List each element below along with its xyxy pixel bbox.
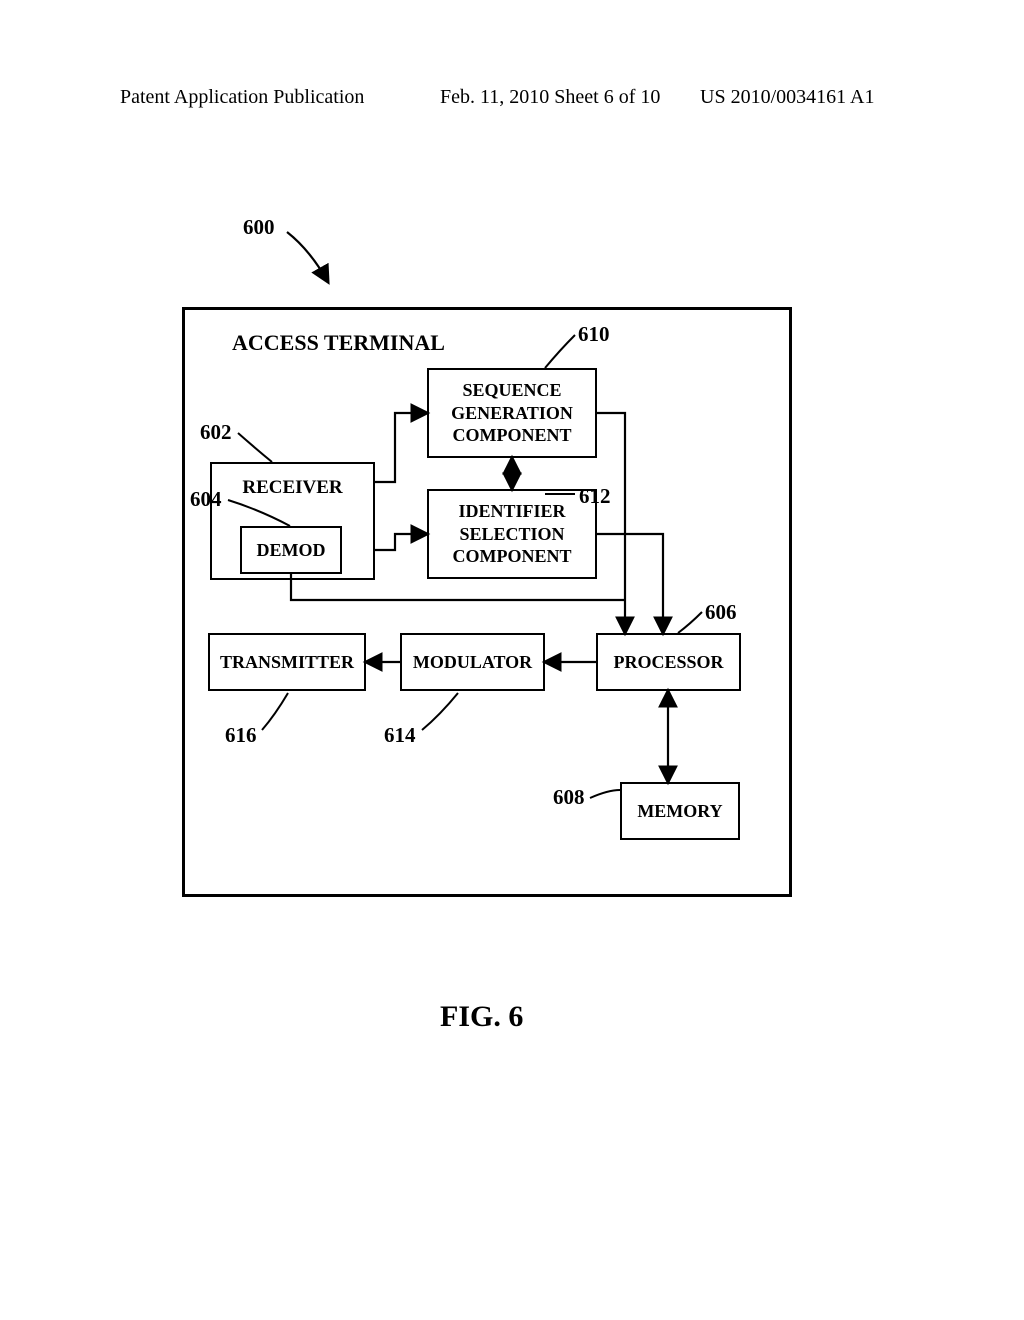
header-center: Feb. 11, 2010 Sheet 6 of 10 bbox=[440, 86, 660, 109]
sequence-generation-box: SEQUENCE GENERATION COMPONENT bbox=[427, 368, 597, 458]
ref-608: 608 bbox=[553, 785, 585, 810]
ref-610: 610 bbox=[578, 322, 610, 347]
transmitter-label: TRANSMITTER bbox=[220, 651, 354, 674]
ref-606: 606 bbox=[705, 600, 737, 625]
ref-612: 612 bbox=[579, 484, 611, 509]
container-title: ACCESS TERMINAL bbox=[232, 330, 445, 356]
demod-label: DEMOD bbox=[257, 539, 326, 562]
identifier-selection-label: IDENTIFIER SELECTION COMPONENT bbox=[453, 500, 572, 568]
ref-614: 614 bbox=[384, 723, 416, 748]
memory-label: MEMORY bbox=[637, 800, 722, 823]
identifier-selection-box: IDENTIFIER SELECTION COMPONENT bbox=[427, 489, 597, 579]
ref-604: 604 bbox=[190, 487, 222, 512]
sequence-generation-label: SEQUENCE GENERATION COMPONENT bbox=[451, 379, 573, 447]
figure-caption: FIG. 6 bbox=[440, 1000, 523, 1034]
modulator-box: MODULATOR bbox=[400, 633, 545, 691]
processor-label: PROCESSOR bbox=[613, 651, 723, 674]
ref-600: 600 bbox=[243, 215, 275, 240]
receiver-label: RECEIVER bbox=[242, 476, 342, 500]
header-left: Patent Application Publication bbox=[120, 86, 364, 109]
ref-616: 616 bbox=[225, 723, 257, 748]
modulator-label: MODULATOR bbox=[413, 651, 532, 674]
memory-box: MEMORY bbox=[620, 782, 740, 840]
leader-600 bbox=[287, 232, 328, 282]
processor-box: PROCESSOR bbox=[596, 633, 741, 691]
header-right: US 2010/0034161 A1 bbox=[700, 86, 874, 109]
demod-box: DEMOD bbox=[240, 526, 342, 574]
ref-602: 602 bbox=[200, 420, 232, 445]
transmitter-box: TRANSMITTER bbox=[208, 633, 366, 691]
